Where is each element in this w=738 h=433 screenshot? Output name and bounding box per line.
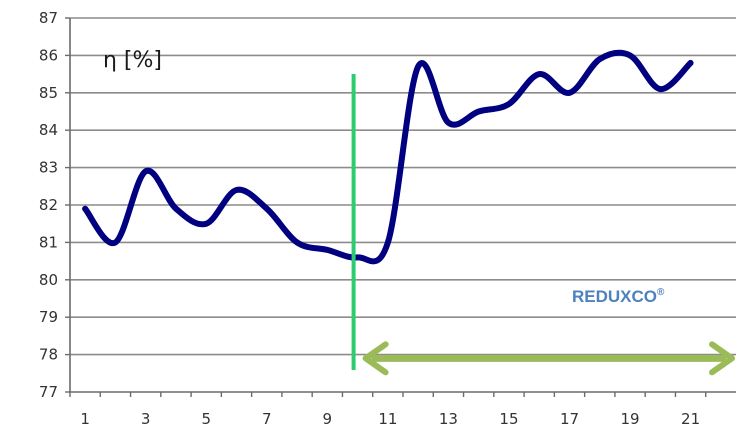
series-group (82, 49, 694, 265)
y-axis-tick-labels: 77 78 79 80 81 82 83 84 85 86 87 (39, 9, 58, 401)
x-tick-label: 11 (378, 410, 397, 428)
x-tick-label: 17 (560, 410, 579, 428)
arrow-head-left (362, 341, 389, 376)
x-tick-label: 5 (201, 410, 211, 428)
x-tick-label: 1 (80, 410, 90, 428)
y-tick-label: 78 (39, 346, 58, 364)
y-axis-label: η [%] (103, 48, 162, 73)
y-tick-label: 85 (39, 84, 58, 102)
x-axis-tick-labels: 1 3 5 7 9 11 13 15 17 19 21 (69, 392, 707, 428)
y-tick-label: 81 (39, 233, 58, 251)
y-tick-label: 83 (39, 159, 58, 177)
y-tick-label: 82 (39, 196, 58, 214)
y-tick-label: 79 (39, 308, 58, 326)
reduxco-label-text: REDUXCO (572, 287, 657, 306)
y-tick-label: 80 (39, 271, 58, 289)
y-tick-label: 86 (39, 46, 58, 64)
x-tick-label: 3 (141, 410, 151, 428)
x-tick-label: 15 (499, 410, 518, 428)
reduxco-period-arrow (362, 341, 735, 376)
x-tick-label: 19 (620, 410, 639, 428)
x-tick-label: 9 (323, 410, 333, 428)
y-tick-label: 87 (39, 9, 58, 27)
y-tick-label: 84 (39, 121, 58, 139)
reduxco-label: REDUXCO® (572, 287, 665, 306)
x-tick-label: 7 (262, 410, 272, 428)
y-tick-label: 77 (39, 383, 58, 401)
gridlines (65, 17, 736, 393)
reduxco-label-registered: ® (657, 287, 665, 298)
series-line-0 (82, 49, 694, 265)
arrow-head-right (709, 341, 735, 376)
x-tick-label: 13 (439, 410, 458, 428)
x-tick-label: 21 (681, 410, 700, 428)
